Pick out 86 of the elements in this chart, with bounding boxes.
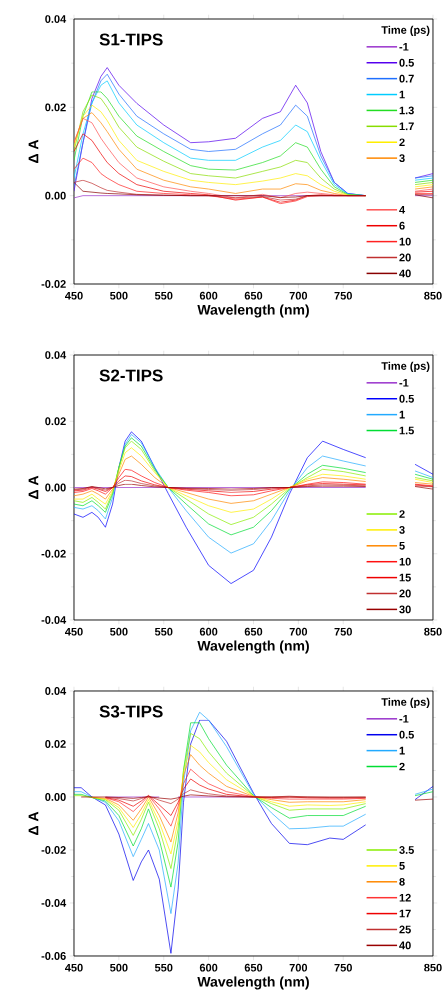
x-tick-label: 550 [154, 627, 173, 636]
x-axis-title: Wavelength (nm) [197, 640, 309, 654]
x-tick-label: 750 [334, 627, 352, 636]
text: S3-TIPS [99, 705, 163, 718]
y-tick-label: -0.02 [41, 280, 66, 288]
x-tick-label: 550 [154, 963, 173, 972]
legend-label: 20 [399, 589, 411, 598]
legend-label: -1 [399, 715, 409, 723]
legend-label: 1 [399, 746, 405, 755]
legend-label: 8 [399, 877, 405, 886]
legend-label: 2 [399, 510, 405, 518]
legend-label: 10 [399, 237, 411, 246]
x-tick-label: 850 [424, 627, 442, 636]
x-tick-label: 850 [424, 291, 442, 300]
y-tick-label: -0.02 [41, 549, 66, 558]
legend-label: 6 [399, 221, 405, 230]
legend-title: Time (ps) [381, 361, 430, 373]
legend-label: 15 [399, 573, 411, 582]
y-tick-label: -0.04 [41, 616, 67, 624]
x-tick-label: 650 [244, 627, 263, 636]
x-axis-title: Wavelength (nm) [197, 976, 309, 990]
legend-label: 30 [399, 605, 411, 614]
legend-label: 1.5 [399, 426, 414, 435]
legend-label: 3 [399, 526, 405, 534]
x-tick-label: 700 [289, 291, 308, 300]
x-axis-title: Wavelength (nm) [197, 304, 309, 318]
legend-label: 40 [399, 941, 411, 950]
legend-label: 2 [399, 138, 405, 147]
x-tick-label: 650 [244, 291, 263, 300]
x-tick-label: 600 [199, 291, 218, 300]
x-tick-label: 750 [334, 291, 352, 300]
legend-label: 0.5 [399, 394, 414, 403]
y-tick-label: 0.04 [45, 687, 67, 695]
legend-label: 0.5 [399, 58, 414, 67]
text: S1-TIPS [99, 33, 163, 46]
legend-label: 5 [399, 862, 405, 870]
x-tick-label: 450 [64, 291, 83, 300]
y-tick-label: 0.02 [45, 740, 66, 748]
legend-label: -1 [399, 379, 409, 387]
y-tick-label: -0.06 [41, 952, 66, 960]
y-axis-title: Δ A [28, 139, 39, 163]
legend-label: 40 [399, 269, 411, 278]
x-tick-label: 700 [289, 627, 308, 636]
y-tick-label: 0.00 [45, 793, 66, 801]
legend-label: 12 [399, 893, 411, 902]
legend-label: 0.7 [399, 74, 414, 83]
legend-label: 1.7 [399, 122, 414, 131]
legend-label: 5 [399, 541, 405, 550]
x-tick-label: 550 [154, 291, 173, 300]
x-tick-label: 600 [199, 627, 218, 636]
legend-label: 2 [399, 762, 405, 771]
legend-label: 20 [399, 253, 411, 262]
y-tick-label: 0.00 [45, 191, 66, 200]
legend-label: -1 [399, 43, 409, 51]
legend-label: 4 [399, 206, 406, 214]
x-tick-label: 850 [424, 963, 442, 972]
y-tick-label: -0.02 [41, 846, 66, 854]
legend-label: 1 [399, 90, 405, 99]
legend-label: 3 [399, 154, 405, 163]
x-tick-label: 500 [110, 627, 128, 636]
x-tick-label: 650 [244, 963, 263, 972]
legend-label: 0.5 [399, 730, 414, 739]
y-axis-title: Δ A [28, 475, 39, 499]
x-tick-label: 500 [110, 963, 128, 972]
y-tick-label: 0.00 [45, 483, 66, 492]
legend-label: 1.3 [399, 106, 414, 115]
legend-label: 10 [399, 557, 411, 566]
legend-label: 25 [399, 925, 411, 934]
legend-label: 3.5 [399, 846, 414, 854]
x-tick-label: 500 [110, 291, 128, 300]
legend-title: Time (ps) [381, 25, 430, 37]
y-axis-title: Δ A [28, 811, 39, 835]
legend-label: 17 [399, 909, 411, 918]
y-tick-label: 0.02 [45, 103, 66, 112]
y-tick-label: 0.02 [45, 417, 66, 426]
legend-label: 1 [399, 410, 405, 419]
x-tick-label: 450 [64, 963, 83, 972]
y-tick-label: -0.04 [41, 899, 67, 907]
y-tick-label: 0.04 [45, 351, 67, 359]
text: S2-TIPS [99, 369, 163, 382]
x-tick-label: 700 [289, 963, 308, 972]
x-tick-label: 600 [199, 963, 218, 972]
x-tick-label: 750 [334, 963, 352, 972]
x-tick-label: 450 [64, 627, 83, 636]
legend-title: Time (ps) [381, 697, 430, 709]
y-tick-label: 0.04 [45, 15, 67, 23]
